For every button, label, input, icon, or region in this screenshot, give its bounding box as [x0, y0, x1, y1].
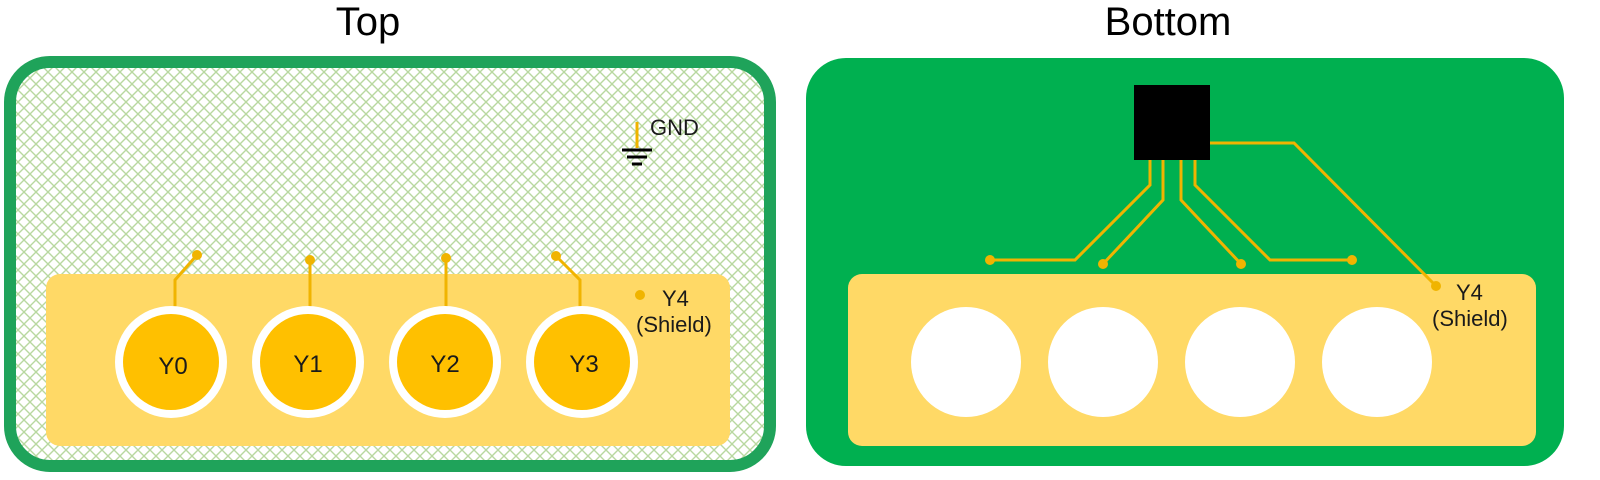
pad-label-y1: Y1: [293, 351, 322, 378]
bottom-pad-3: [1185, 307, 1295, 417]
bottom-vias: [985, 255, 1441, 291]
bottom-pad-1: [911, 307, 1021, 417]
bottom-pad-4: [1322, 307, 1432, 417]
top-pad-y0: Y0: [115, 306, 227, 418]
top-pad-y1: Y1: [252, 306, 364, 418]
ic-chip-icon: [1134, 85, 1210, 160]
bottom-shield-label-line2: (Shield): [1432, 306, 1508, 331]
top-panel: Top GND Y0: [4, 0, 776, 472]
top-shield-label-line1: Y4: [662, 286, 689, 311]
top-vias: [192, 250, 645, 300]
top-shield-label-line2: (Shield): [636, 312, 712, 337]
pad-label-y0: Y0: [158, 353, 187, 380]
pad-label-y3: Y3: [569, 351, 598, 378]
bottom-panel: Bottom Y4 (Shield): [806, 0, 1564, 466]
bottom-shield-label-line1: Y4: [1456, 280, 1483, 305]
top-panel-title: Top: [336, 0, 401, 44]
ground-symbol-icon: [622, 122, 652, 166]
gnd-label: GND: [650, 115, 699, 140]
bottom-traces: [990, 141, 1438, 288]
pad-label-y2: Y2: [430, 351, 459, 378]
top-pad-y2: Y2: [389, 306, 501, 418]
top-pad-y3: Y3: [526, 306, 638, 418]
bottom-pad-2: [1048, 307, 1158, 417]
bottom-panel-title: Bottom: [1105, 0, 1232, 44]
